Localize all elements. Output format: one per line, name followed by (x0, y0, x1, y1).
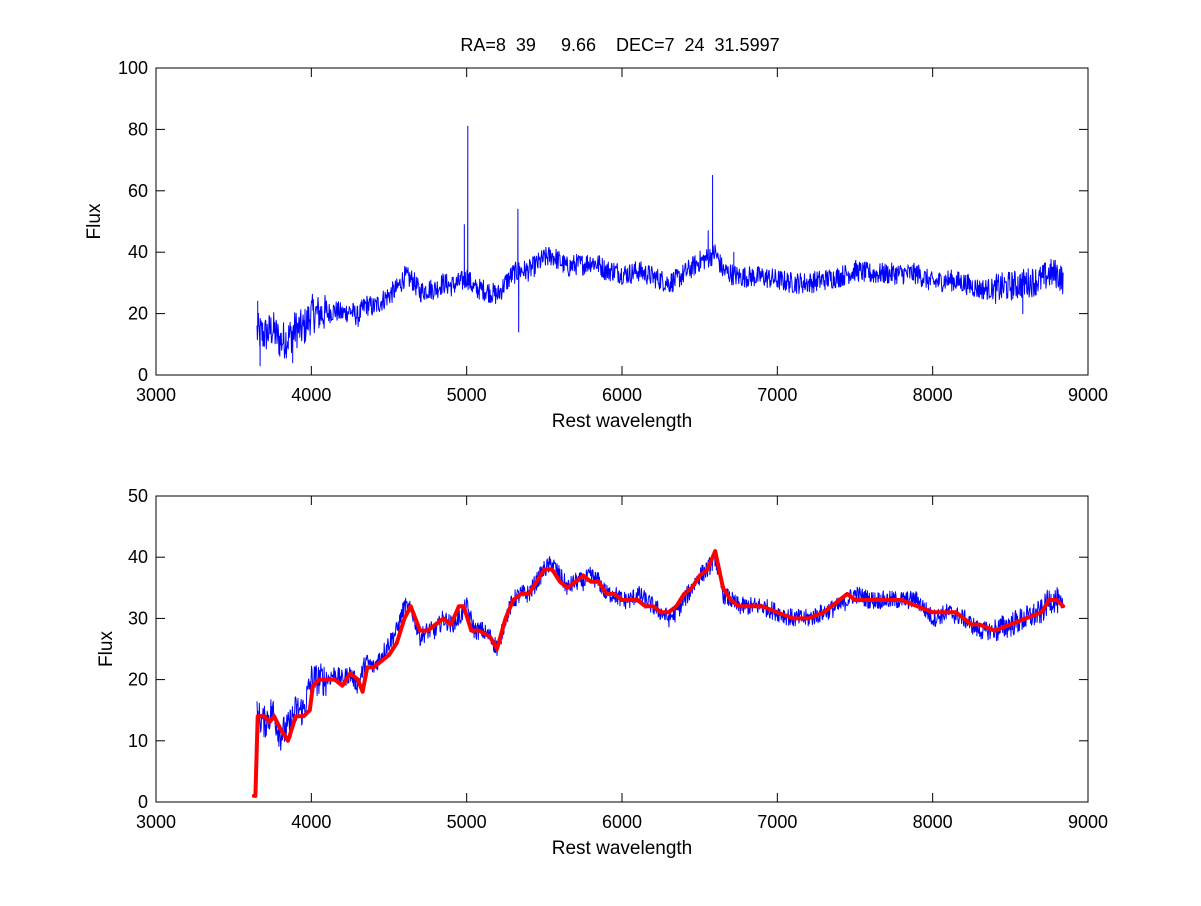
bottom-fit-panel: 3000 4000 5000 6000 7000 8000 9000 0 10 20 30 40 50 R… (96, 486, 1108, 859)
bottom-axes-frame (155, 495, 1089, 803)
top-series-spectrum-line (256, 125, 1064, 367)
bottom-yaxis-label: Flux (96, 631, 117, 667)
top-axes-frame (155, 67, 1089, 376)
bottom-xtick-label: 4000 (291, 812, 331, 832)
bottom-xtick-label: 9000 (1068, 812, 1108, 832)
bottom-ytick-label: 30 (128, 608, 148, 628)
bottom-ytick-label: 0 (138, 792, 148, 812)
bottom-xaxis-label: Rest wavelength (552, 838, 692, 859)
bottom-xtick-label: 8000 (913, 812, 953, 832)
top-xtick-label: 9000 (1068, 385, 1108, 405)
top-ytick-label: 100 (118, 58, 148, 78)
top-yaxis-label: Flux (84, 203, 105, 239)
bottom-ytick-label: 50 (128, 486, 148, 506)
top-xtick-label: 8000 (913, 385, 953, 405)
bottom-ytick-label: 40 (128, 547, 148, 567)
top-ytick-label: 60 (128, 181, 148, 201)
top-xtick-label: 4000 (291, 385, 331, 405)
top-xtick-label: 5000 (447, 385, 487, 405)
top-ytick-label: 40 (128, 242, 148, 262)
top-ytick-label: 80 (128, 119, 148, 139)
top-ytick-label: 20 (128, 304, 148, 324)
bottom-series-fit-line (251, 549, 1066, 798)
bottom-ytick-label: 10 (128, 731, 148, 751)
top-xtick-label: 7000 (757, 385, 797, 405)
top-ytick-label: 0 (138, 365, 148, 385)
bottom-xtick-label: 3000 (136, 812, 176, 832)
top-xtick-label: 6000 (602, 385, 642, 405)
bottom-xtick-label: 7000 (757, 812, 797, 832)
bottom-plot-area (251, 549, 1066, 798)
top-plot-area (256, 125, 1064, 367)
top-xtick-label: 3000 (136, 385, 176, 405)
top-spectrum-panel: 3000 4000 5000 6000 7000 8000 9000 0 20 40 60 80 100… (84, 58, 1108, 432)
figure-title: RA=8 39 9.66 DEC=7 24 31.5997 (460, 35, 779, 55)
bottom-ytick-label: 20 (128, 670, 148, 690)
top-xaxis-label: Rest wavelength (552, 411, 692, 432)
bottom-xtick-label: 5000 (447, 812, 487, 832)
bottom-xtick-label: 6000 (602, 812, 642, 832)
